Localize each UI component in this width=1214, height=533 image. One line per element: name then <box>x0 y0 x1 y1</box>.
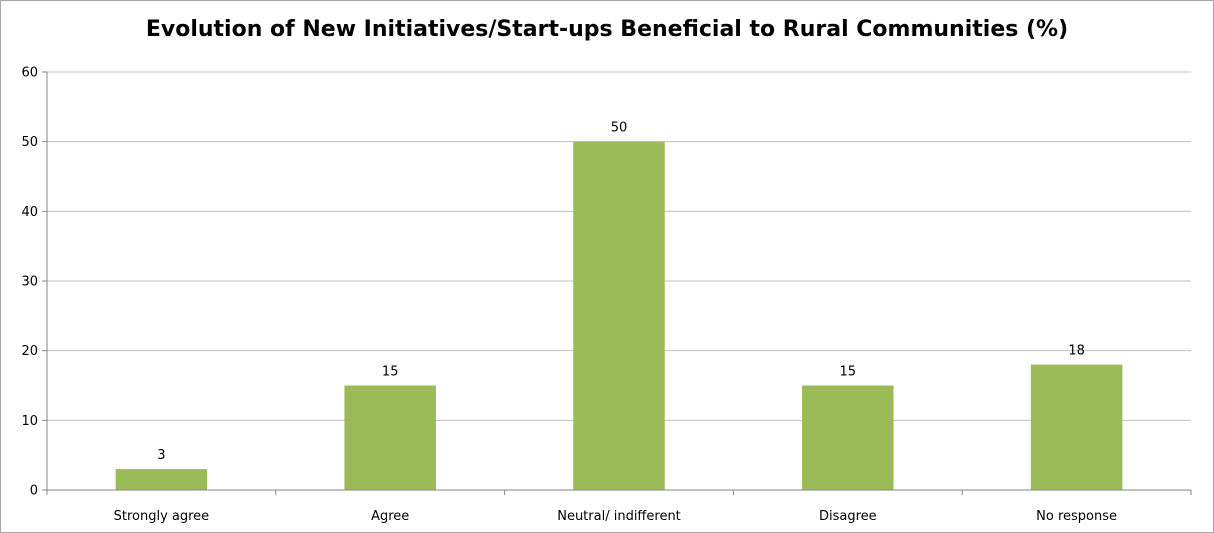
bar-agree <box>344 385 436 490</box>
chart-title: Evolution of New Initiatives/Start-ups B… <box>145 17 1069 42</box>
y-tick-label-40: 40 <box>21 205 38 220</box>
data-label-agree: 15 <box>382 365 399 380</box>
category-label-neutral-indifferent: Neutral/ indifferent <box>557 509 681 524</box>
data-label-strongly-agree: 3 <box>157 448 165 463</box>
data-label-neutral-indifferent: 50 <box>611 121 628 136</box>
bar-disagree <box>802 385 894 490</box>
bars <box>115 141 1123 490</box>
category-label-strongly-agree: Strongly agree <box>114 509 210 524</box>
data-label-disagree: 15 <box>840 365 857 380</box>
bar-strongly-agree <box>115 469 208 490</box>
data-label-no-response: 18 <box>1068 344 1085 359</box>
y-tick-label-20: 20 <box>21 344 38 359</box>
y-tick-label-50: 50 <box>21 135 38 150</box>
axes <box>42 71 1192 495</box>
y-tick-label-10: 10 <box>21 414 38 429</box>
category-label-agree: Agree <box>371 509 409 524</box>
category-label-no-response: No response <box>1036 509 1117 524</box>
bar-neutral-indifferent <box>573 141 665 490</box>
y-tick-label-30: 30 <box>21 275 38 290</box>
category-label-disagree: Disagree <box>819 509 877 524</box>
y-tick-label-0: 0 <box>30 484 38 499</box>
labels: 0 10 20 30 40 50 60 3 Strongly agree 15 Agree 50 Neu… <box>21 66 1117 525</box>
bar-no-response <box>1030 364 1123 490</box>
y-tick-label-60: 60 <box>21 66 38 81</box>
